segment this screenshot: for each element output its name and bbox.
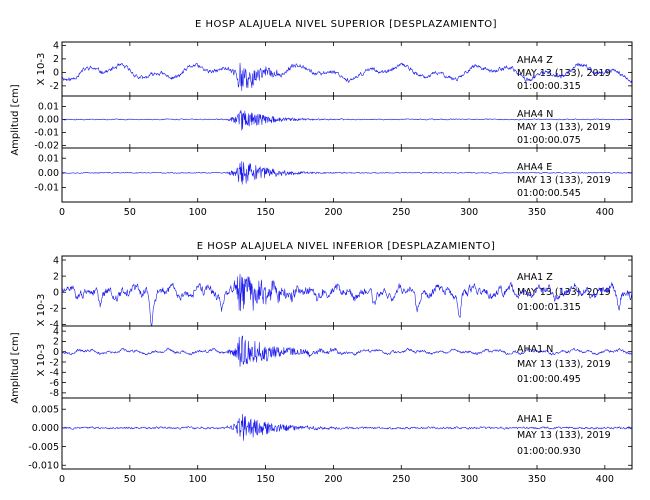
y-tick-label: -6 — [50, 378, 59, 389]
seismogram-trace-n — [61, 335, 633, 367]
station-label: AHA1 E — [517, 414, 552, 425]
panel-z: X 10-3 AHA4 Z MAY 13 (133), 2019 01:00:0… — [36, 41, 633, 97]
x-tick-label: 400 — [596, 207, 614, 218]
y-tick-label: 2 — [53, 337, 59, 348]
y-tick-label: 4 — [53, 41, 59, 52]
x-tick-label: 100 — [189, 474, 207, 485]
y-tick-label: -4 — [50, 368, 59, 379]
y-tick-label: -2 — [50, 81, 59, 92]
y-tick-label: -0.01 — [34, 128, 59, 139]
y-tick-label: 0.00 — [38, 168, 59, 179]
y-tick-label: -4 — [50, 320, 59, 331]
y-tick-label: 0.01 — [38, 102, 59, 113]
panel-n: AHA4 N MAY 13 (133), 2019 01:00:00.075 -… — [34, 95, 633, 152]
y-tick-label: 0.00 — [38, 115, 59, 126]
date-label: MAY 13 (133), 2019 — [517, 68, 611, 79]
station-label: AHA4 N — [517, 109, 553, 120]
unit-label: X 10-3 — [36, 344, 47, 377]
group-title: E HOSP ALAJUELA NIVEL INFERIOR [DESPLAZA… — [197, 241, 495, 252]
y-tick-label: -2 — [50, 357, 59, 368]
date-label: MAY 13 (133), 2019 — [517, 287, 611, 298]
unit-label: X 10-3 — [36, 53, 47, 86]
y-tick-label: 4 — [53, 255, 59, 266]
x-tick-label: 0 — [59, 207, 65, 218]
x-tick-label: 150 — [257, 207, 275, 218]
x-tick-label: 50 — [124, 207, 136, 218]
y-tick-label: 0 — [53, 347, 59, 358]
y-tick-label: 0 — [53, 68, 59, 79]
x-tick-label: 200 — [324, 207, 342, 218]
y-tick-label: 2 — [53, 271, 59, 282]
x-tick-label: 200 — [324, 474, 342, 485]
y-tick-label: -0.005 — [28, 442, 59, 453]
y-tick-label: 2 — [53, 54, 59, 65]
x-axis: 0 50 100 150 200 250 300 350 400 — [59, 42, 614, 218]
station-label: AHA4 Z — [517, 55, 553, 66]
panel-e: AHA1 E MAY 13 (133), 2019 01:00:00.930 -… — [28, 397, 633, 472]
date-label: MAY 13 (133), 2019 — [517, 359, 611, 370]
seismogram-trace-e — [61, 161, 633, 185]
x-tick-label: 50 — [124, 474, 136, 485]
y-axis-label: Amplitud [cm] — [10, 84, 21, 155]
time-label: 01:00:00.075 — [517, 135, 581, 146]
y-tick-label: -2 — [50, 304, 59, 315]
time-label: 01:00:00.930 — [517, 446, 581, 457]
y-tick-label: 0.000 — [32, 423, 59, 434]
seismogram-trace-n — [61, 109, 633, 131]
y-tick-label: -0.02 — [34, 141, 59, 152]
y-tick-label: 0.005 — [32, 405, 59, 416]
y-tick-label: -0.010 — [28, 461, 59, 472]
panel-e: AHA4 E MAY 13 (133), 2019 01:00:00.545 -… — [34, 147, 633, 203]
seismogram-trace-z — [61, 273, 633, 326]
x-tick-label: 350 — [528, 474, 546, 485]
station-label: AHA1 Z — [517, 272, 553, 283]
y-axis-label: Amplitud [cm] — [10, 332, 21, 403]
group-inferior: E HOSP ALAJUELA NIVEL INFERIOR [DESPLAZA… — [10, 241, 633, 485]
y-tick-label: -0.01 — [34, 183, 59, 194]
seismogram-trace-z — [61, 62, 633, 91]
x-tick-label: 250 — [392, 474, 410, 485]
y-tick-label: 4 — [53, 326, 59, 337]
station-label: AHA4 E — [517, 162, 552, 173]
panel-n: X 10-3 AHA1 N MAY 13 (133), 2019 01:00:0… — [36, 325, 633, 399]
y-tick-label: -8 — [50, 388, 59, 399]
x-tick-label: 150 — [257, 474, 275, 485]
x-tick-label: 0 — [59, 474, 65, 485]
panel-frame — [61, 147, 633, 203]
date-label: MAY 13 (133), 2019 — [517, 122, 611, 133]
time-label: 01:00:00.495 — [517, 374, 581, 385]
date-label: MAY 13 (133), 2019 — [517, 430, 611, 441]
station-label: AHA1 N — [517, 344, 553, 355]
seismogram-trace-e — [61, 413, 633, 441]
time-label: 01:00:01.315 — [517, 302, 581, 313]
panel-z: X 10-3 AHA1 Z MAY 13 (133), 2019 01:00:0… — [36, 255, 633, 331]
x-tick-label: 350 — [528, 207, 546, 218]
panel-frame — [61, 397, 633, 470]
group-title: E HOSP ALAJUELA NIVEL SUPERIOR [DESPLAZA… — [195, 19, 497, 30]
x-tick-label: 400 — [596, 474, 614, 485]
y-tick-label: 0 — [53, 288, 59, 299]
y-tick-label: 0.01 — [38, 154, 59, 165]
x-tick-label: 300 — [460, 207, 478, 218]
x-tick-label: 300 — [460, 474, 478, 485]
x-tick-label: 100 — [189, 207, 207, 218]
time-label: 01:00:00.545 — [517, 188, 581, 199]
time-label: 01:00:00.315 — [517, 81, 581, 92]
date-label: MAY 13 (133), 2019 — [517, 175, 611, 186]
unit-label: X 10-3 — [36, 294, 47, 327]
x-tick-label: 250 — [392, 207, 410, 218]
x-axis: 0 50 100 150 200 250 300 350 400 — [59, 256, 614, 485]
group-superior: E HOSP ALAJUELA NIVEL SUPERIOR [DESPLAZA… — [10, 19, 633, 218]
